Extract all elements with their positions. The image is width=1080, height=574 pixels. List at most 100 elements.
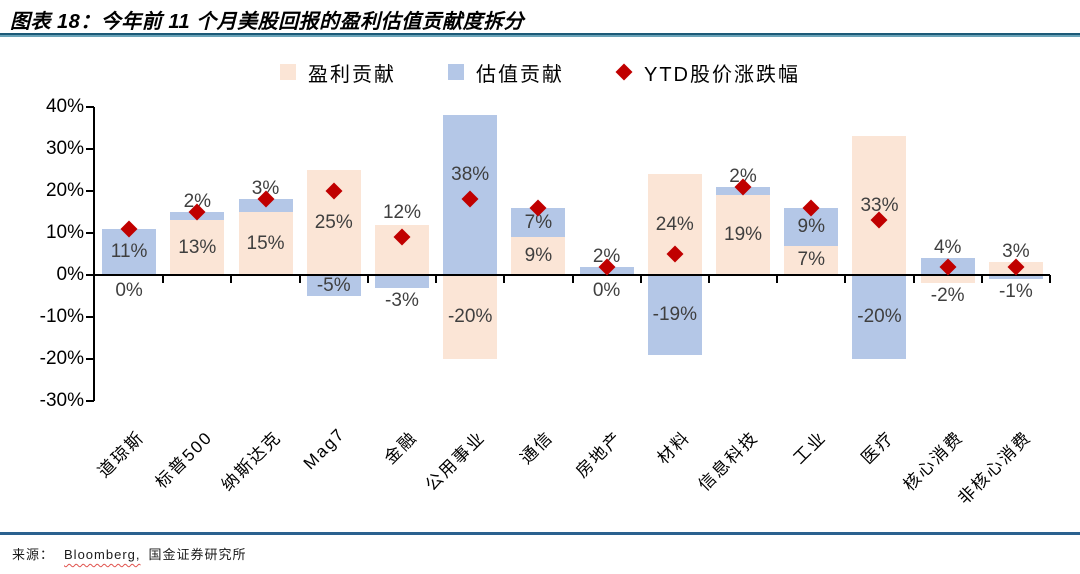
x-category-label: 房地产 — [571, 427, 626, 482]
bar-value-label: 3% — [1002, 241, 1030, 263]
bar-value-label: 7% — [797, 249, 825, 271]
bar-earnings — [443, 275, 498, 359]
y-tick-label: 40% — [45, 96, 84, 117]
bar-earnings — [716, 195, 771, 275]
figure-title: 图表 18：今年前 11 个月美股回报的盈利估值贡献度拆分 — [10, 11, 525, 33]
x-tick — [503, 275, 506, 283]
bar-value-label: 0% — [592, 280, 621, 301]
footer-rule — [0, 532, 1080, 535]
bar-value-label: 11% — [110, 240, 148, 262]
bar-earnings — [852, 136, 907, 275]
bar-value-label: 9% — [797, 215, 825, 237]
x-category-label: 公用事业 — [421, 427, 490, 495]
bar-value-label: 0% — [115, 280, 143, 301]
bar-valuation — [374, 275, 429, 288]
bar-value-label: -1% — [998, 281, 1033, 303]
bar-value-label: 12% — [382, 202, 421, 224]
y-tick — [86, 148, 94, 150]
bar-value-label: -20% — [447, 306, 493, 327]
x-tick — [776, 275, 779, 283]
bar-value-label: 25% — [314, 211, 353, 233]
bar-value-label: 19% — [724, 224, 763, 246]
x-tick — [162, 275, 165, 283]
x-category-label: 金融 — [380, 427, 421, 468]
y-tick-label: -20% — [39, 348, 84, 369]
bar-value-label: -20% — [857, 306, 902, 327]
bar-value-label: 7% — [524, 211, 553, 233]
x-category-label: 材料 — [653, 427, 694, 468]
legend-label-ytd: YTD股价涨跌幅 — [644, 63, 800, 86]
bar-value-label: 33% — [860, 194, 899, 216]
title-rule — [0, 33, 1080, 37]
y-tick — [86, 400, 94, 402]
bar-value-label: 24% — [655, 213, 694, 235]
x-tick — [366, 275, 369, 283]
bar-earnings — [920, 275, 975, 284]
y-tick-label: -30% — [39, 390, 84, 411]
earnings-swatch-icon — [280, 64, 296, 80]
y-tick — [86, 358, 94, 360]
x-tick — [435, 275, 438, 283]
bar-valuation — [852, 275, 907, 359]
y-axis-line — [93, 107, 95, 401]
bar-value-label: -3% — [385, 289, 419, 311]
x-tick — [298, 275, 301, 283]
y-tick-label: -10% — [39, 306, 84, 327]
legend-item-earnings: 盈利贡献 — [280, 58, 396, 87]
bar-value-label: -2% — [930, 285, 965, 307]
y-tick — [86, 232, 94, 234]
x-tick — [844, 275, 847, 283]
x-category-label: 标普500 — [151, 427, 217, 493]
x-category-label: 医疗 — [858, 427, 899, 468]
x-category-label: 通信 — [517, 427, 558, 468]
x-tick — [571, 275, 574, 283]
bar-value-label: 2% — [729, 165, 757, 187]
x-category-label: Mag7 — [300, 424, 350, 474]
bar-value-label: 38% — [451, 164, 490, 186]
legend-label-earnings: 盈利贡献 — [308, 63, 396, 86]
x-tick — [639, 275, 642, 283]
bar-value-label: 3% — [251, 178, 280, 200]
bar-value-label: -5% — [316, 274, 351, 296]
x-tick — [230, 275, 233, 283]
bar-value-label: -19% — [652, 303, 697, 325]
bar-value-label: 2% — [592, 245, 621, 267]
y-tick-label: 30% — [45, 138, 84, 159]
x-tick — [707, 275, 710, 283]
x-tick — [912, 275, 915, 283]
source-line: 来源： Bloomberg, 国金证券研究所 — [12, 544, 247, 563]
bar-earnings — [170, 220, 225, 275]
bar-value-label: 13% — [178, 236, 217, 258]
y-tick-label: 0% — [56, 264, 84, 285]
bar-value-label: 2% — [183, 191, 212, 212]
bar-earnings — [511, 237, 566, 275]
chart-legend: 盈利贡献 估值贡献 YTD股价涨跌幅 — [0, 58, 1080, 86]
bar-valuation — [647, 275, 702, 355]
x-category-label: 信息科技 — [694, 427, 763, 495]
bar-value-label: 15% — [246, 232, 285, 254]
bar-value-label: 9% — [524, 245, 553, 267]
source-institution: 国金证券研究所 — [148, 547, 247, 562]
source-bloomberg: Bloomberg, — [64, 547, 141, 562]
bar-value-label: 4% — [933, 237, 962, 259]
x-category-label: 工业 — [789, 427, 831, 468]
y-tick — [86, 190, 94, 192]
x-tick — [1049, 275, 1051, 283]
y-tick — [86, 316, 94, 318]
y-tick — [86, 274, 94, 276]
legend-label-valuation: 估值贡献 — [476, 63, 564, 86]
bar-earnings — [784, 245, 839, 275]
x-category-label: 道琼斯 — [94, 427, 149, 482]
bar-earnings — [238, 212, 293, 275]
x-tick — [980, 275, 983, 283]
valuation-swatch-icon — [448, 64, 464, 80]
bar-valuation — [988, 275, 1043, 280]
y-tick — [86, 106, 94, 108]
y-tick-label: 20% — [45, 180, 84, 201]
legend-item-valuation: 估值贡献 — [448, 58, 564, 87]
source-prefix: 来源： — [12, 547, 55, 562]
legend-item-ytd: YTD股价涨跌幅 — [615, 58, 800, 87]
y-tick-label: 10% — [45, 222, 84, 243]
